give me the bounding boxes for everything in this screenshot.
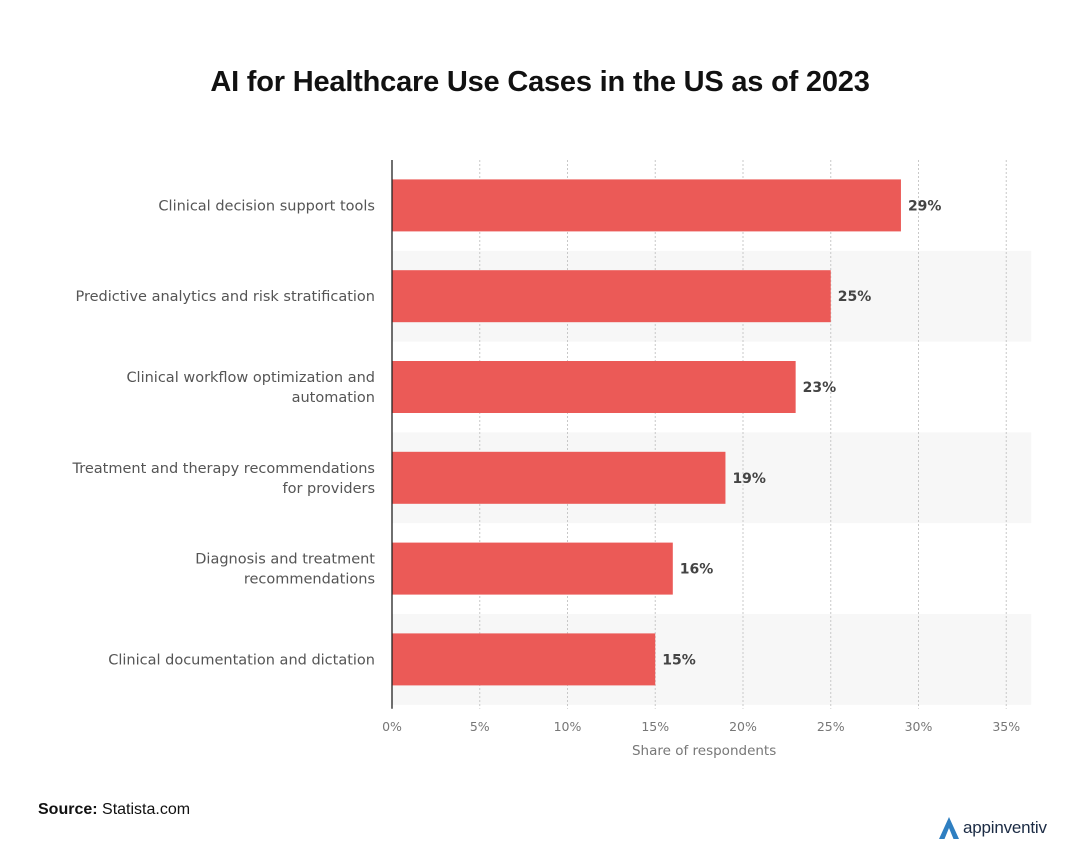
data-label: 15% [662, 652, 696, 668]
source-label: Source: [38, 801, 98, 818]
x-tick-label: 30% [905, 719, 933, 734]
bar [392, 361, 796, 413]
chart-title: AI for Healthcare Use Cases in the US as… [210, 66, 870, 98]
bar-chart: Clinical decision support tools Predictiv… [71, 160, 1021, 759]
bar [392, 270, 831, 323]
grid-lines [479, 160, 1007, 709]
appinventiv-logo-icon [939, 817, 959, 839]
bar [392, 179, 901, 232]
x-tick-label: 25% [817, 719, 845, 734]
brand-logo: appinventiv [938, 816, 1047, 840]
source-value: Statista.com [102, 801, 191, 818]
x-tick-label: 15% [641, 719, 669, 734]
x-tick-label: 20% [729, 719, 757, 734]
bar [392, 451, 726, 504]
x-tick-label: 10% [554, 719, 582, 734]
category-label: automation [292, 390, 375, 406]
category-label: Predictive analytics and risk stratifica… [75, 289, 375, 305]
data-label: 23% [803, 380, 837, 396]
x-tick-label: 35% [992, 719, 1020, 734]
category-labels: Clinical decision support tools Predictiv… [71, 198, 375, 668]
category-label: for providers [282, 481, 375, 497]
source-note: Source: Statista.com [38, 801, 190, 819]
category-label: Clinical workflow optimization and [126, 370, 375, 386]
x-axis-title: Share of respondents [632, 743, 776, 759]
x-tick-label: 0% [382, 719, 402, 734]
category-label: recommendations [244, 572, 375, 588]
data-label: 25% [838, 289, 872, 305]
category-label: Clinical documentation and dictation [108, 652, 375, 668]
x-tick-label: 5% [470, 719, 490, 734]
bar [392, 542, 673, 595]
bar [392, 633, 656, 686]
category-label: Clinical decision support tools [158, 198, 375, 214]
category-label: Diagnosis and treatment [195, 552, 375, 568]
data-label: 16% [680, 562, 714, 578]
bars [392, 179, 901, 686]
logo-text: appinventiv [963, 818, 1047, 837]
data-label: 29% [908, 198, 942, 214]
x-tick-labels: 0% 5% 10% 15% 20% 25% 30% 35% [382, 719, 1020, 734]
data-labels: 29% 25% 23% 19% 16% 15% [662, 198, 941, 668]
category-label: Treatment and therapy recommendations [71, 461, 375, 477]
data-label: 19% [732, 471, 766, 487]
